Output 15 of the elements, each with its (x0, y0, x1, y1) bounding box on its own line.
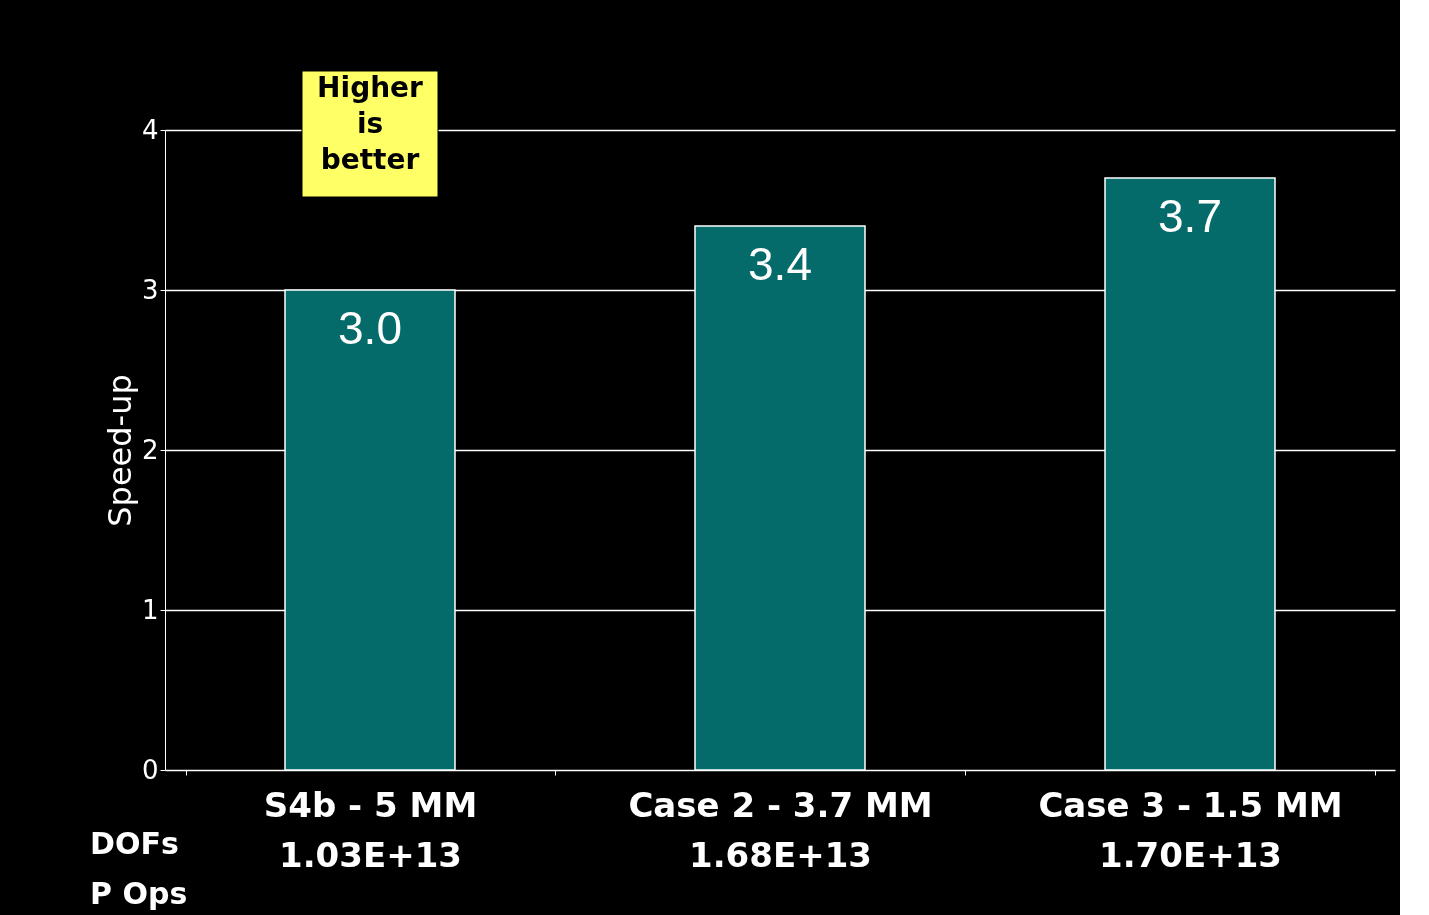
y-tick-label: 3 (141, 274, 159, 305)
x-tick-label: Case 2 - 3.7 MM 1.68E+13 (628, 784, 933, 875)
y-tick-label: 2 (141, 434, 159, 465)
y-tick-label: 0 (141, 754, 159, 785)
data-label: 3.0 (338, 302, 402, 354)
data-label: 3.7 (1158, 190, 1222, 242)
y-tick-label: 1 (141, 594, 159, 625)
text: DOFs (90, 826, 179, 861)
annotation: Higher is better (317, 71, 424, 176)
y-tick-label: 4 (141, 114, 159, 145)
text: P Ops (90, 876, 188, 911)
y-axis-title: Speed-up (100, 374, 139, 527)
data-label: 3.4 (748, 238, 812, 290)
x-tick-label: Case 3 - 1.5 MM 1.70E+13 (1038, 784, 1343, 875)
x-tick-label: S4b - 5 MM 1.03E+13 (263, 784, 478, 875)
